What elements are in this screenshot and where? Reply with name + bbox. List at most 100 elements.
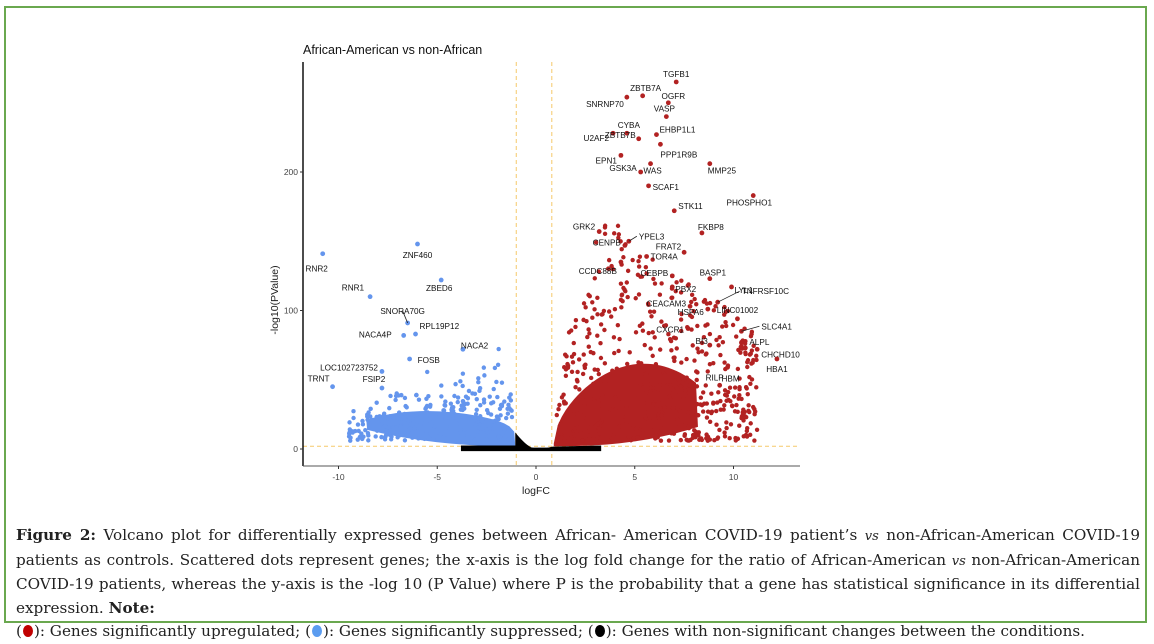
gene-label-ccdc88b: CCDC88B (579, 267, 618, 276)
gene-point-up (583, 362, 588, 367)
gene-point-down (495, 362, 501, 367)
gene-point-down (348, 438, 353, 443)
gene-point-frat2 (681, 249, 687, 255)
gene-point-up (592, 307, 597, 312)
gene-point-up (627, 350, 632, 355)
gene-point-up (704, 415, 710, 420)
gene-point-down (374, 428, 380, 433)
gene-point-up (747, 352, 753, 357)
gene-label-u2af2: U2AF2 (584, 134, 610, 143)
point-cloud (346, 223, 760, 452)
gene-point-up (711, 360, 716, 366)
gene-point-down (379, 420, 385, 426)
gene-point-up (631, 366, 636, 372)
gene-point-up (571, 412, 577, 417)
gene-point-down (406, 414, 411, 419)
gene-point-up (647, 415, 653, 421)
gene-point-down (508, 392, 513, 397)
gene-point-up (727, 385, 733, 390)
gene-point-up (594, 422, 600, 427)
gene-point-up (581, 301, 587, 306)
gene-point-up (714, 337, 719, 343)
gene-point-up (653, 385, 659, 391)
gene-point-down (439, 394, 444, 399)
gene-point-up (644, 271, 649, 276)
gene-point-down (491, 386, 496, 392)
gene-point-up (745, 391, 750, 397)
gene-point-down (444, 424, 449, 430)
gene-point-up (651, 276, 656, 282)
gene-point-up (621, 255, 626, 260)
gene-point-up (598, 341, 603, 346)
gene-point-up (678, 290, 684, 295)
gene-point-down (505, 411, 511, 416)
gene-point-up (645, 406, 651, 411)
gene-point-up (739, 344, 744, 349)
gene-label-cxcr1: CXCR1 (656, 326, 684, 335)
gene-label-rilp: RILP (706, 373, 725, 382)
gene-point-up (559, 422, 564, 427)
gene-point-up (570, 360, 576, 365)
gene-point-ehbp1l1 (654, 132, 659, 138)
gene-point-up (651, 402, 656, 407)
gene-point-up (602, 361, 608, 366)
gene-point-down (442, 432, 448, 438)
gene-point-up (593, 240, 599, 245)
gene-point-up (596, 371, 602, 377)
leader-line-ypel3 (628, 235, 638, 242)
gene-point-up (679, 311, 684, 317)
gene-point-up (600, 393, 605, 398)
gene-point-up (734, 402, 739, 408)
gene-point-down (402, 420, 408, 425)
gene-point-u2af2 (610, 130, 616, 136)
gene-point-down (398, 425, 404, 430)
gene-point-up (722, 304, 727, 310)
gene-point-up (574, 422, 579, 427)
gene-label-loc102723752: LOC102723752 (320, 363, 378, 372)
gene-point-down (454, 421, 460, 427)
gene-label-rnr2: RNR2 (306, 265, 329, 274)
gene-point-down (347, 429, 353, 434)
gene-point-up (686, 378, 691, 383)
gene-point-up (717, 427, 722, 433)
gene-point-down (450, 412, 455, 417)
gene-point-down (424, 431, 430, 436)
gene-point-down (374, 414, 379, 420)
gene-point-cebpb (669, 273, 675, 279)
gene-point-up (650, 353, 655, 359)
gene-point-up (716, 343, 721, 348)
gene-point-up (752, 438, 757, 443)
gene-point-up (741, 418, 746, 423)
gene-point-up (751, 357, 756, 363)
gene-point-up (622, 287, 627, 292)
gene-point-up (699, 349, 705, 354)
gene-point-up (718, 398, 723, 404)
gene-point-down (495, 394, 500, 400)
gene-point-up (591, 381, 596, 387)
gene-point-up (592, 367, 597, 372)
gene-point-up (659, 413, 664, 418)
gene-point-up (698, 402, 703, 407)
caption-text-3: non-African-American COVID-19 patients, … (16, 550, 1140, 617)
gene-point-up (637, 254, 643, 259)
gene-point-up (600, 405, 605, 410)
gene-point-was (648, 161, 653, 167)
gene-point-up (635, 435, 640, 440)
gene-label-stk11: STK11 (678, 202, 703, 211)
non-significant-mass (460, 429, 602, 452)
gene-point-up (651, 309, 657, 314)
gene-label-cebpb: CEBPB (641, 269, 669, 278)
gene-point-up (669, 431, 674, 436)
gene-point-down (427, 417, 432, 423)
gene-label-lyl1: LYL1 (735, 286, 754, 295)
gene-point-up (684, 437, 689, 443)
gene-point-up (595, 312, 600, 317)
gene-point-up (657, 292, 663, 297)
gene-point-phospho1 (750, 193, 756, 198)
gene-point-up (741, 434, 746, 439)
gene-point-linc01002 (735, 316, 740, 322)
gene-point-up (648, 389, 653, 394)
gene-point-up (563, 373, 569, 378)
gene-point-down (383, 433, 389, 438)
